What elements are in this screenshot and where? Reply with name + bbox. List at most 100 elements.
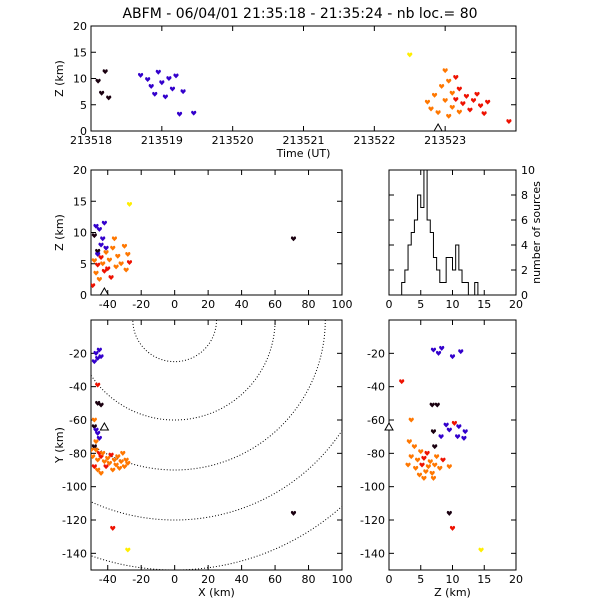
source-point — [103, 245, 109, 251]
x-tick-label: 0 — [386, 298, 393, 311]
source-point — [111, 457, 118, 463]
source-point — [290, 236, 297, 242]
x-tick-label: 60 — [268, 573, 282, 586]
y-tick-label: -40 — [367, 381, 385, 394]
source-point — [93, 350, 99, 356]
source-point — [427, 459, 433, 465]
x-tick-label: 40 — [235, 573, 249, 586]
source-point — [421, 455, 427, 461]
source-point — [103, 250, 109, 255]
source-point — [93, 439, 99, 445]
source-point — [118, 261, 124, 267]
source-point — [506, 119, 512, 125]
source-point — [106, 460, 113, 466]
source-point — [458, 349, 464, 355]
source-point — [462, 429, 468, 435]
source-point — [91, 444, 97, 450]
panel-time-vs-altitude: 213518 213519 213520 213521 213522 213523 0 5 10… — [53, 20, 517, 160]
source-point — [108, 275, 114, 280]
source-point — [405, 462, 411, 468]
source-point — [443, 422, 449, 428]
source-point — [446, 464, 452, 470]
source-point — [91, 417, 97, 423]
source-point — [478, 547, 484, 553]
source-point — [115, 454, 121, 460]
source-point — [428, 106, 434, 112]
x-tick-label: 213520 — [212, 134, 254, 147]
source-point — [101, 268, 107, 274]
plot-frame — [90, 25, 517, 132]
source-point — [407, 52, 413, 58]
y-tick-label: 20 — [73, 164, 87, 177]
source-point — [414, 457, 421, 463]
y-axis-label: Z (km) — [53, 214, 66, 251]
x-tick-label: 40 — [235, 298, 249, 311]
source-point — [106, 95, 112, 101]
y-tick-label: -100 — [360, 481, 385, 494]
source-point — [406, 439, 412, 445]
x-tick-label: 20 — [509, 573, 523, 586]
source-point — [100, 261, 106, 267]
source-point — [96, 347, 102, 353]
source-point — [456, 86, 462, 92]
source-point — [290, 510, 297, 516]
x-tick-label: 10 — [446, 573, 460, 586]
source-point — [118, 459, 124, 465]
source-point — [98, 470, 104, 476]
x-tick-label: 0 — [386, 573, 393, 586]
source-point — [425, 464, 431, 470]
x-tick-label: 20 — [201, 573, 215, 586]
source-point — [96, 276, 102, 282]
y-tick-label: 0 — [80, 125, 87, 138]
source-point — [485, 99, 491, 105]
source-point — [451, 420, 458, 426]
source-point — [91, 359, 97, 365]
source-point — [155, 69, 161, 75]
source-point — [111, 236, 118, 242]
source-point — [125, 460, 131, 466]
source-point — [449, 354, 456, 360]
source-point — [449, 525, 456, 531]
x-tick-label: 5 — [417, 298, 424, 311]
x-tick-label: 100 — [332, 298, 353, 311]
source-point — [435, 110, 441, 116]
source-point — [438, 434, 444, 440]
source-point — [96, 226, 102, 232]
x-tick-label: -20 — [132, 298, 150, 311]
source-point — [449, 90, 455, 96]
source-point — [91, 447, 94, 453]
x-tick-label: -40 — [99, 573, 117, 586]
source-point — [477, 103, 484, 109]
source-point — [110, 467, 116, 473]
source-point — [91, 283, 96, 289]
source-point — [91, 454, 96, 460]
source-point — [439, 345, 445, 351]
source-point — [102, 69, 108, 75]
source-point — [123, 267, 129, 273]
source-point — [91, 233, 97, 239]
source-point — [431, 92, 438, 98]
plot-frame — [90, 319, 343, 571]
source-point — [95, 382, 101, 388]
source-point — [454, 434, 461, 440]
source-point — [113, 264, 119, 270]
source-point — [446, 113, 452, 119]
source-point — [108, 452, 114, 458]
source-point — [96, 435, 102, 441]
x-axis-label: Z (km) — [434, 586, 471, 599]
plot-frame — [388, 169, 517, 296]
source-point — [98, 242, 104, 248]
source-point — [429, 402, 435, 408]
panel-plan-view: -40 -20 0 20 40 60 80 100 -140 -120 -100 -80 -60 -40 -… — [53, 319, 353, 599]
y-tick-label: 20 — [73, 20, 87, 33]
source-point — [463, 93, 470, 99]
source-point — [421, 475, 427, 481]
panel-altitude-vs-y: 0 5 10 15 20 -140 -120 -100 -80 -60 -40 -20 Z (km) — [360, 319, 523, 599]
source-point — [120, 450, 126, 456]
source-point — [162, 94, 168, 100]
y-tick-label: 15 — [73, 195, 87, 208]
y-tick-label: 8 — [521, 189, 528, 202]
x-tick-label: 213523 — [424, 134, 466, 147]
source-point — [449, 104, 455, 110]
